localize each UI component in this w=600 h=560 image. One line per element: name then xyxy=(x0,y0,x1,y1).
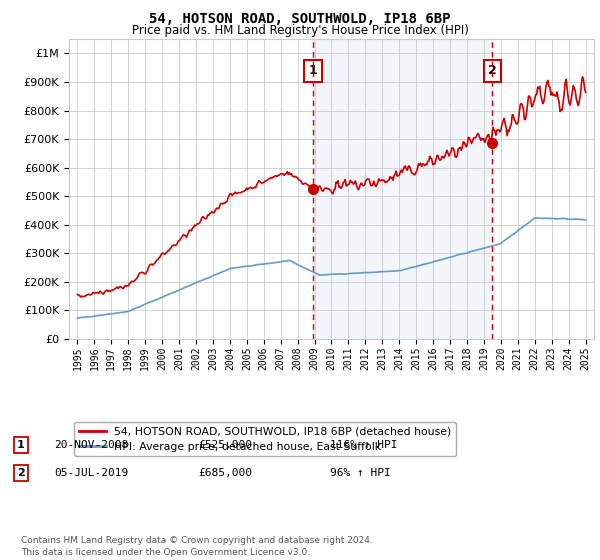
Text: 20-NOV-2008: 20-NOV-2008 xyxy=(54,440,128,450)
Legend: 54, HOTSON ROAD, SOUTHWOLD, IP18 6BP (detached house), HPI: Average price, detac: 54, HOTSON ROAD, SOUTHWOLD, IP18 6BP (de… xyxy=(74,422,456,456)
Bar xyxy=(313,39,493,339)
Text: 96% ↑ HPI: 96% ↑ HPI xyxy=(330,468,391,478)
Text: £525,000: £525,000 xyxy=(198,440,252,450)
Text: 1: 1 xyxy=(308,64,317,77)
Text: 1: 1 xyxy=(17,440,25,450)
Text: Contains HM Land Registry data © Crown copyright and database right 2024.
This d: Contains HM Land Registry data © Crown c… xyxy=(21,536,373,557)
Text: £685,000: £685,000 xyxy=(198,468,252,478)
Text: 2: 2 xyxy=(488,64,497,77)
Text: 54, HOTSON ROAD, SOUTHWOLD, IP18 6BP: 54, HOTSON ROAD, SOUTHWOLD, IP18 6BP xyxy=(149,12,451,26)
Text: Price paid vs. HM Land Registry's House Price Index (HPI): Price paid vs. HM Land Registry's House … xyxy=(131,24,469,37)
Text: 2: 2 xyxy=(17,468,25,478)
Text: 116% ↑ HPI: 116% ↑ HPI xyxy=(330,440,398,450)
Text: 05-JUL-2019: 05-JUL-2019 xyxy=(54,468,128,478)
